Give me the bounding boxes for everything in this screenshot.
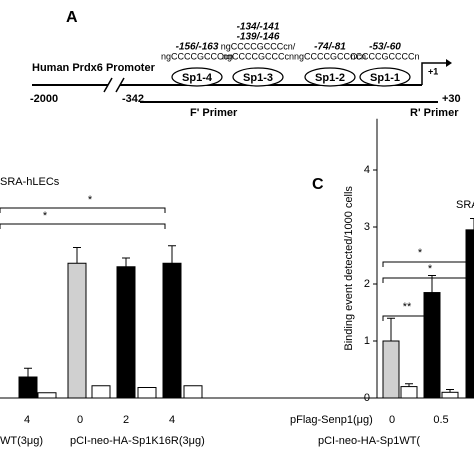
promoter-label: Human Prdx6 Promoter [32, 62, 156, 74]
y-tick-label: 3 [364, 221, 370, 233]
bar [67, 262, 87, 399]
error-bar [73, 247, 81, 264]
site-name: Sp1-1 [370, 72, 400, 84]
x-tick-label: 2 [123, 414, 129, 426]
significance-label: ** [403, 301, 412, 313]
site-sequence: ngCCCCGCCCcn [161, 51, 233, 61]
site-sequence: ngCCCCGCCCcn [294, 51, 366, 61]
sp1-site [232, 67, 284, 87]
panel-letter: A [66, 9, 78, 26]
bar [162, 262, 182, 399]
sp1-site [171, 67, 223, 87]
site-name: Sp1-3 [243, 72, 273, 84]
error-bar [446, 388, 454, 393]
x-tick-label: 4 [169, 414, 175, 426]
bar [441, 391, 459, 399]
bar [137, 387, 157, 399]
bar [465, 229, 474, 399]
y-tick-label: 4 [364, 164, 370, 176]
significance-label: * [428, 263, 433, 275]
sp1-site [304, 67, 356, 87]
error-bar [24, 367, 32, 377]
break-mark [115, 77, 125, 93]
error-bar [405, 383, 413, 387]
bar [18, 376, 38, 399]
primer-label: R' Primer [410, 107, 459, 119]
position-label: -2000 [30, 93, 58, 105]
group-label: pCI-neo-HA-Sp1WT( [318, 435, 420, 447]
x-tick-label: 4 [24, 414, 30, 426]
x-axis-label: pFlag-Senp1(μg) [290, 414, 373, 426]
x-tick-label: 0.5 [433, 414, 448, 426]
significance-label: * [88, 194, 93, 206]
position-label: -342 [122, 93, 144, 105]
site-position: -74/-81 [314, 42, 346, 53]
site-sequence: ngCCCCGCCCcn/ [221, 41, 296, 51]
panel-letter: C [312, 176, 324, 193]
significance-label: * [43, 210, 48, 222]
y-axis-label: Binding event detected/1000 cells [343, 186, 355, 351]
error-bar [122, 257, 130, 267]
bar [400, 386, 418, 399]
significance-bracket [382, 277, 474, 283]
site-sequence: nCCCCGCCCCn [350, 51, 419, 61]
x-tick-label: 0 [389, 414, 395, 426]
y-tick-label: 0 [364, 392, 370, 404]
site-position: -134/-141 [237, 22, 280, 33]
significance-bracket [382, 261, 474, 267]
chart-title: SRA [456, 199, 474, 211]
y-tick-label: 2 [364, 278, 370, 290]
error-bar [470, 217, 474, 230]
x-tick-label: 0 [77, 414, 83, 426]
site-name: Sp1-4 [182, 72, 213, 84]
group-label: pCI-neo-HA-Sp1K16R(3μg) [70, 435, 205, 447]
bar [423, 292, 441, 399]
significance-label: * [418, 247, 423, 259]
tss-arrowhead [446, 59, 452, 67]
site-name: Sp1-2 [315, 72, 345, 84]
bar [183, 385, 203, 399]
y-tick-label: 1 [364, 335, 370, 347]
tss-arrow [421, 62, 446, 85]
group-label: WT(3μg) [0, 435, 43, 447]
break-mark [103, 77, 113, 93]
site-sequence: ngCCCCGCCCcn [222, 51, 294, 61]
error-bar [387, 317, 395, 341]
sp1-site [359, 67, 411, 87]
chart-title: SRA-hLECs [0, 176, 60, 188]
primer-label: F' Primer [190, 107, 238, 119]
error-bar [168, 245, 176, 264]
tss-label: +1 [428, 66, 438, 76]
site-position: -139/-146 [237, 32, 280, 43]
bar [116, 266, 136, 399]
bar [91, 385, 111, 399]
significance-bracket [0, 207, 166, 213]
bar [37, 392, 57, 399]
significance-bracket [0, 223, 166, 229]
site-position: -53/-60 [369, 42, 401, 53]
significance-bracket [382, 315, 431, 321]
site-position: -156/-163 [176, 42, 219, 53]
position-label: +30 [442, 93, 461, 105]
bar [382, 340, 400, 399]
